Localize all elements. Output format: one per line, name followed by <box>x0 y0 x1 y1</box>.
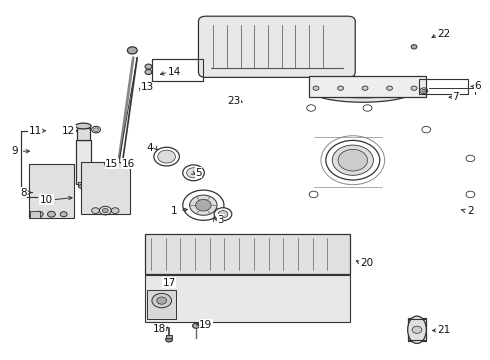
Ellipse shape <box>187 168 200 178</box>
Polygon shape <box>135 227 360 328</box>
Ellipse shape <box>196 199 211 211</box>
Ellipse shape <box>338 86 343 90</box>
Ellipse shape <box>60 212 67 217</box>
Bar <box>166 335 172 338</box>
Bar <box>152 59 203 81</box>
Text: 10: 10 <box>40 195 53 205</box>
Bar <box>81 162 130 214</box>
Ellipse shape <box>166 337 172 342</box>
Bar <box>78 182 88 185</box>
Text: 20: 20 <box>360 258 373 268</box>
Ellipse shape <box>94 128 98 131</box>
Ellipse shape <box>422 89 426 92</box>
Ellipse shape <box>362 86 368 90</box>
Ellipse shape <box>157 297 167 304</box>
Ellipse shape <box>408 316 426 343</box>
Text: 23: 23 <box>227 96 241 106</box>
Text: 1: 1 <box>171 206 177 216</box>
Bar <box>147 290 176 319</box>
Ellipse shape <box>48 211 55 217</box>
Text: 3: 3 <box>217 215 224 225</box>
Polygon shape <box>21 149 140 225</box>
Text: 21: 21 <box>437 325 450 336</box>
Bar <box>419 79 468 94</box>
Bar <box>30 211 40 218</box>
Text: 18: 18 <box>152 324 166 334</box>
Ellipse shape <box>466 155 475 162</box>
Ellipse shape <box>466 191 475 198</box>
Text: 15: 15 <box>105 159 119 169</box>
Bar <box>76 140 91 184</box>
Bar <box>77 128 90 140</box>
Ellipse shape <box>158 150 175 163</box>
Text: 7: 7 <box>452 92 459 102</box>
Ellipse shape <box>75 123 91 129</box>
Ellipse shape <box>154 147 179 166</box>
Ellipse shape <box>411 45 417 49</box>
Bar <box>408 318 426 341</box>
Text: 14: 14 <box>167 67 181 77</box>
Bar <box>152 59 203 81</box>
Bar <box>309 76 426 97</box>
Ellipse shape <box>97 197 104 199</box>
Ellipse shape <box>145 64 152 69</box>
Ellipse shape <box>92 208 99 213</box>
Ellipse shape <box>326 140 380 180</box>
Bar <box>29 164 74 218</box>
Ellipse shape <box>363 105 372 111</box>
Ellipse shape <box>338 149 368 171</box>
Text: 9: 9 <box>11 146 18 156</box>
FancyBboxPatch shape <box>198 16 355 77</box>
Ellipse shape <box>190 195 217 215</box>
Text: 17: 17 <box>162 278 176 288</box>
Ellipse shape <box>152 293 172 308</box>
Text: 12: 12 <box>62 126 75 136</box>
Ellipse shape <box>111 208 119 213</box>
Ellipse shape <box>411 86 417 90</box>
Ellipse shape <box>108 166 113 169</box>
Ellipse shape <box>218 211 228 218</box>
Ellipse shape <box>307 105 316 111</box>
Text: 2: 2 <box>467 206 474 216</box>
Ellipse shape <box>117 167 123 172</box>
Text: 11: 11 <box>28 126 42 136</box>
Text: 13: 13 <box>140 82 154 92</box>
Ellipse shape <box>183 190 224 220</box>
Ellipse shape <box>387 86 392 90</box>
Ellipse shape <box>145 69 152 75</box>
Ellipse shape <box>102 208 108 213</box>
Polygon shape <box>304 101 475 205</box>
Ellipse shape <box>311 79 414 102</box>
Ellipse shape <box>127 47 137 54</box>
Ellipse shape <box>412 326 422 333</box>
Ellipse shape <box>183 165 204 181</box>
Ellipse shape <box>78 184 88 189</box>
Ellipse shape <box>214 208 232 221</box>
Ellipse shape <box>313 86 319 90</box>
Ellipse shape <box>35 211 43 217</box>
Ellipse shape <box>422 126 431 133</box>
Text: 5: 5 <box>195 168 202 178</box>
Text: 8: 8 <box>20 188 27 198</box>
Bar <box>145 234 350 274</box>
Ellipse shape <box>332 145 373 175</box>
Text: 6: 6 <box>474 81 481 91</box>
Ellipse shape <box>193 323 199 328</box>
Ellipse shape <box>309 191 318 198</box>
Text: 22: 22 <box>437 29 450 39</box>
Text: 4: 4 <box>146 143 153 153</box>
Bar <box>145 275 350 322</box>
Text: 16: 16 <box>122 159 135 169</box>
Text: 19: 19 <box>199 320 213 330</box>
